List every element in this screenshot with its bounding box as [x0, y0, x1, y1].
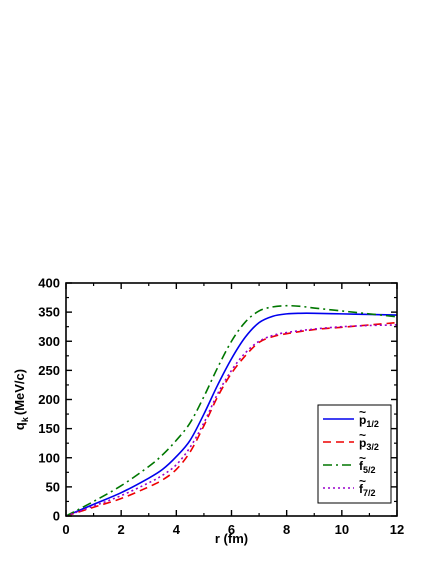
legend-tilde: ~: [359, 451, 366, 465]
legend-items: ~p1/2~p3/2~f5/2~f7/2: [323, 405, 379, 498]
plot-frame: [65, 282, 398, 517]
x-tick-label: 12: [390, 522, 404, 537]
series-line-p-1-2: [65, 312, 398, 517]
series-layer: [65, 304, 398, 517]
y-axis-title-subscript: k: [20, 416, 30, 422]
y-tick-label: 250: [38, 363, 60, 378]
series-line-f-7-2: [65, 324, 398, 517]
x-tick-label: 8: [283, 522, 290, 537]
x-tick-label: 10: [335, 522, 349, 537]
x-tick-label: 6: [228, 522, 235, 537]
legend-tilde: ~: [359, 474, 366, 488]
series-line-f-5-2: [65, 304, 398, 517]
x-tick-label: 0: [62, 522, 69, 537]
legend-label: f5/2: [359, 459, 376, 475]
y-tick-label: 400: [38, 276, 60, 291]
y-tick-label: 100: [38, 450, 60, 465]
legend-label: f7/2: [359, 482, 376, 498]
y-tick-label: 350: [38, 305, 60, 320]
x-tick-label: 2: [118, 522, 125, 537]
tick-labels-layer: 0 2 4 6 8 10 12 0 50 100 150 200 250 300 350 400: [38, 276, 404, 538]
y-axis-title: qk(MeV/c): [12, 369, 30, 430]
y-tick-label: 0: [53, 509, 60, 524]
legend-tilde: ~: [359, 428, 366, 442]
legend-label: p1/2: [359, 413, 379, 429]
y-tick-label: 200: [38, 392, 60, 407]
legend-box: [317, 404, 392, 504]
y-tick-label: 300: [38, 334, 60, 349]
y-tick-label: 150: [38, 421, 60, 436]
legend-label: p3/2: [359, 436, 379, 452]
x-tick-label: 4: [173, 522, 181, 537]
legend: ~p1/2~p3/2~f5/2~f7/2: [317, 404, 392, 504]
y-axis-title-unit: (MeV/c): [12, 369, 27, 415]
y-axis-title-symbol: q: [12, 422, 27, 430]
y-tick-label: 50: [46, 479, 60, 494]
legend-tilde: ~: [359, 405, 366, 419]
x-axis-title: r (fm): [215, 531, 248, 546]
